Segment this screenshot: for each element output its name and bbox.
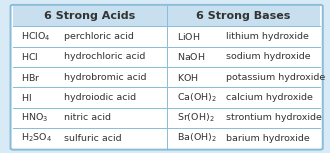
Text: $\mathrm{HCl}$: $\mathrm{HCl}$ [21, 51, 39, 62]
Text: sulfuric acid: sulfuric acid [64, 134, 122, 143]
Text: hydrochloric acid: hydrochloric acid [64, 52, 146, 62]
Text: barium hydroxide: barium hydroxide [226, 134, 310, 143]
Text: $\mathrm{Ca(OH)_2}$: $\mathrm{Ca(OH)_2}$ [177, 91, 217, 104]
Text: calcium hydroxide: calcium hydroxide [226, 93, 313, 102]
Text: $\mathrm{Ba(OH)_2}$: $\mathrm{Ba(OH)_2}$ [177, 132, 216, 144]
Text: $\mathrm{HNO_3}$: $\mathrm{HNO_3}$ [21, 112, 49, 124]
Text: strontium hydroxide: strontium hydroxide [226, 113, 322, 122]
Text: $\mathrm{HI}$: $\mathrm{HI}$ [21, 92, 32, 103]
Text: $\mathrm{KOH}$: $\mathrm{KOH}$ [177, 72, 198, 83]
Text: perchloric acid: perchloric acid [64, 32, 134, 41]
Text: $\mathrm{HClO_4}$: $\mathrm{HClO_4}$ [21, 30, 51, 43]
Text: lithium hydroxide: lithium hydroxide [226, 32, 309, 41]
Text: $\mathrm{Sr(OH)_2}$: $\mathrm{Sr(OH)_2}$ [177, 112, 214, 124]
Text: 6 Strong Acids: 6 Strong Acids [44, 11, 136, 21]
Text: nitric acid: nitric acid [64, 113, 111, 122]
Bar [167, 6, 320, 26]
Text: $\mathrm{LiOH}$: $\mathrm{LiOH}$ [177, 31, 200, 42]
Text: hydroiodic acid: hydroiodic acid [64, 93, 137, 102]
Text: sodium hydroxide: sodium hydroxide [226, 52, 311, 62]
Bar [13, 6, 167, 26]
Text: 6 Strong Bases: 6 Strong Bases [196, 11, 290, 21]
Text: potassium hydroxide: potassium hydroxide [226, 73, 325, 82]
Text: $\mathrm{H_2SO_4}$: $\mathrm{H_2SO_4}$ [21, 132, 52, 144]
Text: $\mathrm{HBr}$: $\mathrm{HBr}$ [21, 72, 41, 83]
Text: hydrobromic acid: hydrobromic acid [64, 73, 147, 82]
Text: $\mathrm{NaOH}$: $\mathrm{NaOH}$ [177, 51, 205, 62]
FancyBboxPatch shape [11, 5, 323, 150]
